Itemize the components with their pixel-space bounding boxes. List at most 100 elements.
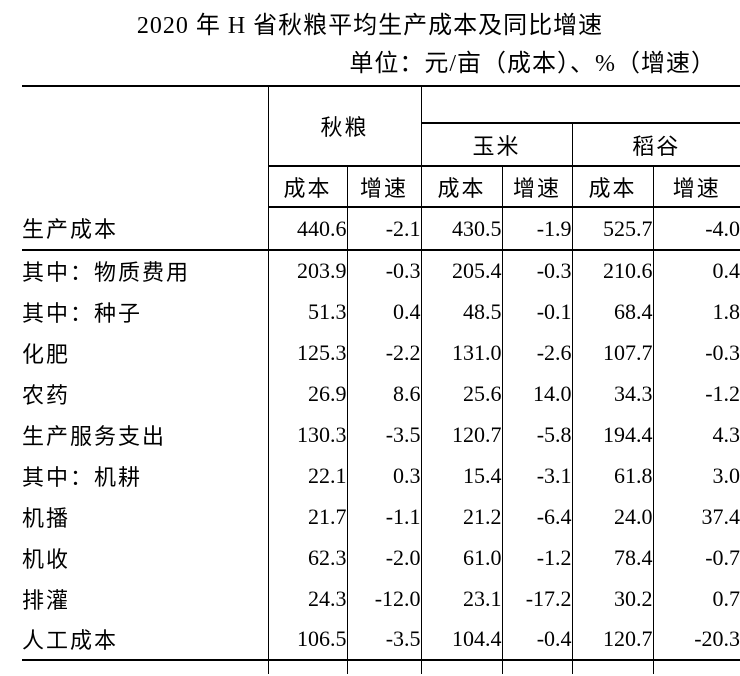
value-cell: 1.8 [712,298,740,324]
value-cell: -0.3 [502,250,573,291]
value-cell: 0.7 [712,585,740,611]
value-cell: 23.1 [421,578,503,619]
value-cell: 131.0 [421,332,503,373]
row-label: 农药 [22,373,269,414]
value-cell: 130.3 [268,414,348,455]
value-cell: 120.7 [572,619,654,661]
value-cell: 440.6 [268,207,348,251]
value-cell: 107.7 [572,332,654,373]
subheader-daogu-growth: 增速 [653,166,740,208]
value-cell: 26.9 [268,373,348,414]
value-cell: 205.4 [421,250,503,291]
value-cell: -17.2 [502,578,573,619]
value-cell: 22.1 [268,455,348,496]
table-title: 2020 年 H 省秋粮平均生产成本及同比增速 [136,13,604,39]
value-cell: -0.3 [347,250,422,291]
col-group-qiuliang: 秋粮 [268,86,422,167]
value-cell: 125.3 [268,332,348,373]
value-cell: -20.3 [653,619,740,661]
row-label: 生产成本 [22,207,269,251]
table-row: 机收 62.3 -2.0 61.0 -1.2 78.4 -0.7 [22,537,740,578]
value-cell: -12.0 [347,578,422,619]
value-cell: 24.3 [268,578,348,619]
subheader-qiuliang-cost: 成本 [268,166,348,208]
value-cell: -4.0 [653,207,740,251]
row-label: 其中：机耕 [22,455,269,496]
unit-note: 单位：元/亩（成本）、%（增速） [349,51,716,77]
value-cell: 0.3 [347,455,422,496]
row-label: 化肥 [22,332,269,373]
col-group-yumi: 玉米 [421,123,573,167]
table-row: 排灌 24.3 -12.0 23.1 -17.2 30.2 0.7 [22,578,740,619]
table-row: 生产服务支出 130.3 -3.5 120.7 -5.8 194.4 4.3 [22,414,740,455]
value-cell: 37.4 [701,503,740,529]
value-cell: -0.4 [502,619,573,661]
table-row: 其中：机耕 22.1 0.3 15.4 -3.1 61.8 3.0 [22,455,740,496]
value-cell: 8.6 [347,373,422,414]
value-cell: 51.3 [268,291,348,332]
value-cell: -2.2 [347,332,422,373]
row-label: 其中：物质费用 [22,250,269,291]
value-cell: -5.8 [502,414,573,455]
subheader-qiuliang-growth: 增速 [347,166,422,208]
value-cell: -2.0 [347,537,422,578]
value-cell: -1.9 [502,207,573,251]
value-cell: 21.2 [421,496,503,537]
value-cell: -3.5 [347,414,422,455]
value-cell: 106.5 [268,619,348,661]
col-group-daogu: 稻谷 [572,123,740,167]
value-cell: 61.8 [572,455,654,496]
value-cell: 430.5 [421,207,503,251]
row-label: 人工成本 [22,619,269,661]
value-cell: 210.6 [572,250,654,291]
table-row: 农药 26.9 8.6 25.6 14.0 34.3 -1.2 [22,373,740,414]
value-cell: 25.6 [421,373,503,414]
value-cell: 78.4 [572,537,654,578]
row-label: 生产服务支出 [22,414,269,455]
cutoff-row [22,660,740,674]
value-cell: 4.3 [712,421,740,447]
row-label: 机收 [22,537,269,578]
value-cell: 68.4 [572,291,654,332]
cost-table: 秋粮 玉米 稻谷 成本 增速 成本 增速 成本 增速 生产成本 440.6 -2… [22,85,740,674]
value-cell: -2.1 [347,207,422,251]
table-row: 化肥 125.3 -2.2 131.0 -2.6 107.7 -0.3 [22,332,740,373]
value-cell: 0.4 [347,291,422,332]
value-cell: -0.3 [705,339,740,365]
value-cell: -1.2 [705,380,740,406]
value-cell: 24.0 [572,496,654,537]
value-cell: -6.4 [502,496,573,537]
table-row: 其中：种子 51.3 0.4 48.5 -0.1 68.4 1.8 [22,291,740,332]
value-cell: -3.1 [502,455,573,496]
value-cell: 62.3 [268,537,348,578]
subheader-yumi-growth: 增速 [502,166,573,208]
table-row: 人工成本 106.5 -3.5 104.4 -0.4 120.7 -20.3 [22,619,740,661]
value-cell: 0.4 [712,258,740,283]
value-cell: -3.5 [347,619,422,661]
value-cell: 21.7 [268,496,348,537]
table-row: 生产成本 440.6 -2.1 430.5 -1.9 525.7 -4.0 [22,207,740,251]
value-cell: 203.9 [268,250,348,291]
value-cell: -0.7 [705,544,740,570]
table-row: 机播 21.7 -1.1 21.2 -6.4 24.0 37.4 [22,496,740,537]
value-cell: 194.4 [572,414,654,455]
value-cell: -2.6 [502,332,573,373]
value-cell: 3.0 [712,462,740,488]
table-row: 其中：物质费用 203.9 -0.3 205.4 -0.3 210.6 0.4 [22,250,740,291]
subheader-yumi-cost: 成本 [421,166,503,208]
value-cell: 48.5 [421,291,503,332]
value-cell: 30.2 [572,578,654,619]
row-label: 其中：种子 [22,291,269,332]
subheader-daogu-cost: 成本 [572,166,654,208]
row-label: 排灌 [22,578,269,619]
row-label-header-cell [22,86,269,207]
value-cell: -0.1 [502,291,573,332]
value-cell: -1.2 [502,537,573,578]
header-spacer-cell [421,86,740,124]
row-label: 机播 [22,496,269,537]
value-cell: 61.0 [421,537,503,578]
value-cell: 15.4 [421,455,503,496]
value-cell: 34.3 [572,373,654,414]
value-cell: 104.4 [421,619,503,661]
